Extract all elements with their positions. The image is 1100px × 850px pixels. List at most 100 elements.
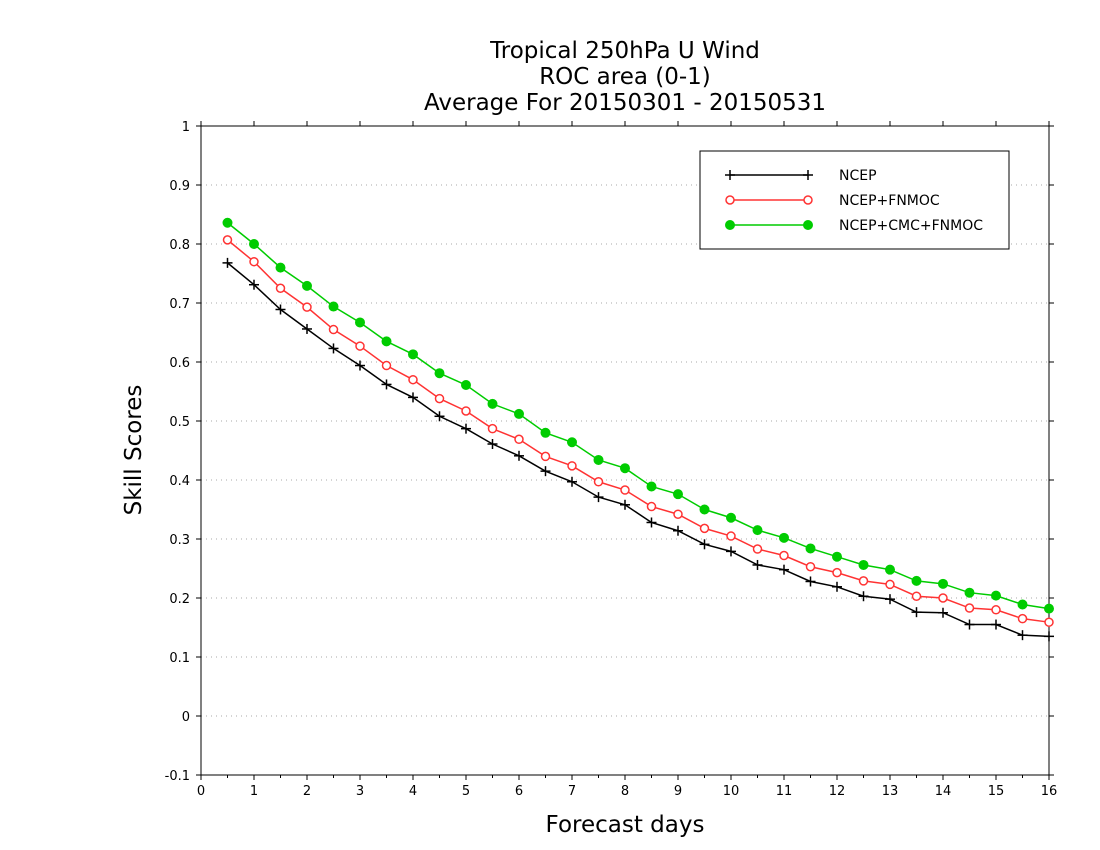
legend-marker <box>725 195 735 205</box>
legend-label: NCEP+FNMOC <box>839 193 940 209</box>
x-tick-label: 1 <box>250 784 258 799</box>
data-point <box>487 439 498 450</box>
data-point <box>832 551 842 562</box>
data-point <box>540 427 551 438</box>
y-tick-label: 0.7 <box>169 297 190 312</box>
legend-label: NCEP+CMC+FNMOC <box>839 218 983 234</box>
data-point <box>222 257 233 268</box>
y-tick-label: 0.6 <box>169 356 190 371</box>
x-tick-label: 13 <box>882 784 899 799</box>
x-axis-label: Forecast days <box>546 812 705 838</box>
x-tick-label: 14 <box>935 784 952 799</box>
data-point <box>567 461 577 471</box>
data-point <box>567 437 577 448</box>
data-point <box>1017 599 1028 610</box>
series-line <box>227 262 1050 638</box>
data-point <box>832 581 842 592</box>
x-tick-label: 0 <box>197 784 205 799</box>
y-tick-label: 0.5 <box>169 415 190 430</box>
data-point <box>355 341 365 351</box>
data-point <box>249 239 259 249</box>
data-point <box>381 336 392 347</box>
data-point <box>222 217 233 228</box>
data-point <box>461 380 471 391</box>
data-point <box>991 590 1001 601</box>
data-point <box>593 492 604 503</box>
legend-item: NCEP <box>725 168 877 184</box>
legend-marker <box>803 195 813 205</box>
data-point <box>620 499 630 510</box>
data-point <box>673 509 683 519</box>
data-point <box>991 605 1001 615</box>
x-tick-label: 2 <box>303 784 311 799</box>
data-point <box>673 525 683 536</box>
y-tick-label: 0.1 <box>169 651 190 666</box>
x-tick-label: 15 <box>988 784 1005 799</box>
data-point <box>911 607 922 618</box>
data-point <box>249 256 259 267</box>
data-point <box>222 235 233 245</box>
x-tick-label: 3 <box>356 784 364 799</box>
data-point <box>1044 617 1054 627</box>
data-point <box>328 343 339 354</box>
data-point <box>964 603 975 613</box>
y-tick-label: 0.4 <box>169 474 190 489</box>
data-point <box>779 532 789 543</box>
data-point <box>779 550 789 561</box>
data-point <box>620 485 630 495</box>
y-tick-label: 0.8 <box>169 238 190 253</box>
x-tick-label: 10 <box>723 784 740 799</box>
data-point <box>752 544 763 554</box>
data-point <box>275 304 286 315</box>
data-point <box>302 302 312 312</box>
data-point <box>938 578 948 589</box>
legend-marker <box>803 170 813 180</box>
data-point <box>328 301 339 312</box>
data-point <box>938 607 948 618</box>
data-point <box>858 559 869 570</box>
y-tick-label: -0.1 <box>165 769 190 784</box>
data-point <box>779 564 789 575</box>
data-point <box>646 501 657 512</box>
data-point <box>938 593 948 603</box>
data-point <box>567 476 577 487</box>
data-point <box>514 434 524 445</box>
data-point <box>302 280 312 291</box>
y-axis: -0.1 0 0.1 0.2 0.3 0.4 0.5 0.6 0.7 0.8 0.9 1 <box>165 120 1054 784</box>
data-point <box>991 619 1001 630</box>
series-ncep-fnmoc <box>222 235 1054 627</box>
x-tick-label: 8 <box>621 784 629 799</box>
data-point <box>487 398 498 409</box>
series-line <box>227 222 1050 610</box>
series-ncep <box>222 257 1054 642</box>
data-point <box>381 379 392 390</box>
data-point <box>514 408 524 419</box>
legend: NCEP NCEP+FNMOC NCEP+CMC+FNMOC <box>699 150 1010 250</box>
x-tick-label: 4 <box>409 784 417 799</box>
data-point <box>540 466 551 477</box>
x-tick-label: 16 <box>1041 784 1058 799</box>
data-point <box>593 477 604 487</box>
data-point <box>832 567 842 578</box>
data-point <box>726 546 736 557</box>
data-point <box>752 525 763 536</box>
data-point <box>514 450 524 461</box>
data-point <box>1044 631 1054 642</box>
x-tick-label: 12 <box>829 784 846 799</box>
data-point <box>434 368 445 379</box>
data-point <box>408 374 418 385</box>
data-point <box>885 564 895 575</box>
data-point <box>726 531 736 541</box>
x-tick-label: 5 <box>462 784 470 799</box>
legend-marker <box>803 220 813 230</box>
x-tick-label: 7 <box>568 784 576 799</box>
y-tick-label: 0 <box>182 710 190 725</box>
data-point <box>858 576 869 586</box>
data-point <box>911 591 922 601</box>
data-point <box>805 576 816 587</box>
data-point <box>620 463 630 474</box>
data-point <box>726 512 736 523</box>
data-point <box>249 279 259 290</box>
